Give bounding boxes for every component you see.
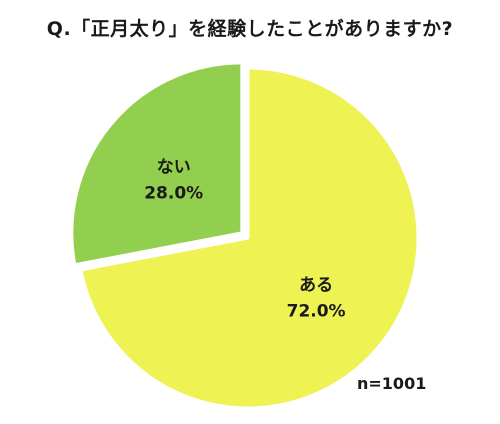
pie-slice-1 xyxy=(79,66,420,410)
slice-category-label: ない xyxy=(157,158,191,178)
pie-slices xyxy=(70,61,420,410)
slice-value-label: 28.0% xyxy=(144,184,203,204)
pie-labels: ある 72.0% ない 28.0% xyxy=(144,158,345,322)
slice-category-label: ある xyxy=(299,275,333,295)
slice-value-label: 72.0% xyxy=(287,301,346,321)
sample-size-note: n=1001 xyxy=(357,374,427,393)
chart-title: Q.「正月太り」を経験したことがありますか? xyxy=(46,18,454,40)
pie-slice-2 xyxy=(70,61,244,267)
